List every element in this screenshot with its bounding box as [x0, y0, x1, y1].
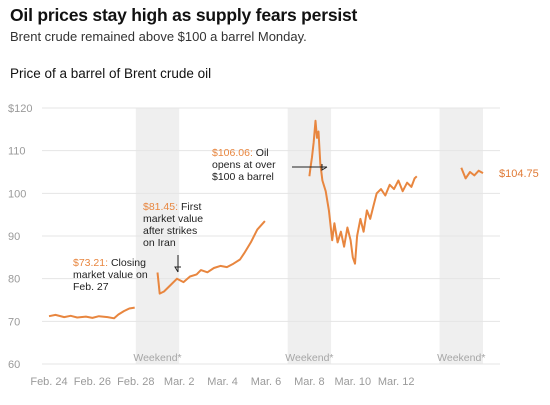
annotation-arrowhead	[174, 266, 181, 273]
grid-lines	[42, 107, 500, 365]
annotation-value: $106.06:	[212, 147, 253, 159]
weekend-label: Weekend*	[285, 352, 333, 364]
x-tick-label: Mar. 6	[251, 376, 282, 388]
annotation-value: $81.45:	[143, 201, 178, 213]
subheadline: Brent crude remained above $100 a barrel…	[10, 29, 307, 44]
x-tick-label: Feb. 26	[74, 376, 111, 388]
x-tick-label: Mar. 4	[207, 376, 238, 388]
y-tick-label: 100	[8, 188, 26, 200]
y-tick-label: 70	[8, 316, 20, 328]
annotations: $73.21: Closing market value on Feb. 27 $81…	[73, 147, 539, 293]
annotation-text: $106.06: Oil opens at over $100 a barrel	[212, 147, 276, 183]
end-value-label: $104.75	[499, 168, 539, 180]
chart-title: Price of a barrel of Brent crude oil	[10, 66, 212, 81]
x-tick-label: Feb. 24	[30, 376, 67, 388]
annotation-line: $100 a barrel	[212, 171, 274, 183]
annotation-line: market value	[143, 213, 203, 225]
annotation-arrowhead	[321, 164, 328, 171]
y-tick-label: 90	[8, 231, 20, 243]
axis-ticks: $120 110 100 90 80 70 60 Feb. 24 Feb. 26 Feb. 28 M…	[8, 103, 415, 388]
annotation-line: after strikes	[143, 225, 197, 237]
weekend-label: Weekend*	[133, 352, 181, 364]
annotation-line: Oil	[253, 147, 269, 159]
annotation-text: $73.21: Closing market value on Feb. 27	[73, 257, 148, 293]
weekend-label: Weekend*	[437, 352, 485, 364]
price-line	[48, 119, 484, 320]
x-tick-label: Mar. 10	[334, 376, 371, 388]
price-line-segment	[156, 220, 266, 295]
y-tick-label: 110	[8, 146, 26, 158]
x-tick-label: Feb. 28	[117, 376, 154, 388]
x-tick-label: Mar. 12	[378, 376, 415, 388]
annotation-line: on Iran	[143, 237, 176, 249]
annotation-text: $81.45: First market value after strikes on…	[143, 201, 203, 249]
annotation-line: market value on	[73, 269, 148, 281]
annotation-value: $73.21:	[73, 257, 108, 269]
annotation-line: Feb. 27	[73, 281, 109, 293]
price-line-segment	[48, 306, 135, 320]
x-tick-label: Mar. 8	[294, 376, 325, 388]
annotation-line: opens at over	[212, 159, 276, 171]
y-tick-label: $120	[8, 103, 32, 115]
y-tick-label: 80	[8, 274, 20, 286]
y-tick-label: 60	[8, 359, 20, 371]
x-tick-label: Mar. 2	[164, 376, 195, 388]
price-line-segment	[308, 119, 418, 265]
annotation-line: Closing	[108, 257, 146, 269]
headline: Oil prices stay high as supply fears per…	[10, 5, 358, 25]
annotation-line: First	[178, 201, 201, 213]
price-line-segment	[460, 167, 484, 180]
